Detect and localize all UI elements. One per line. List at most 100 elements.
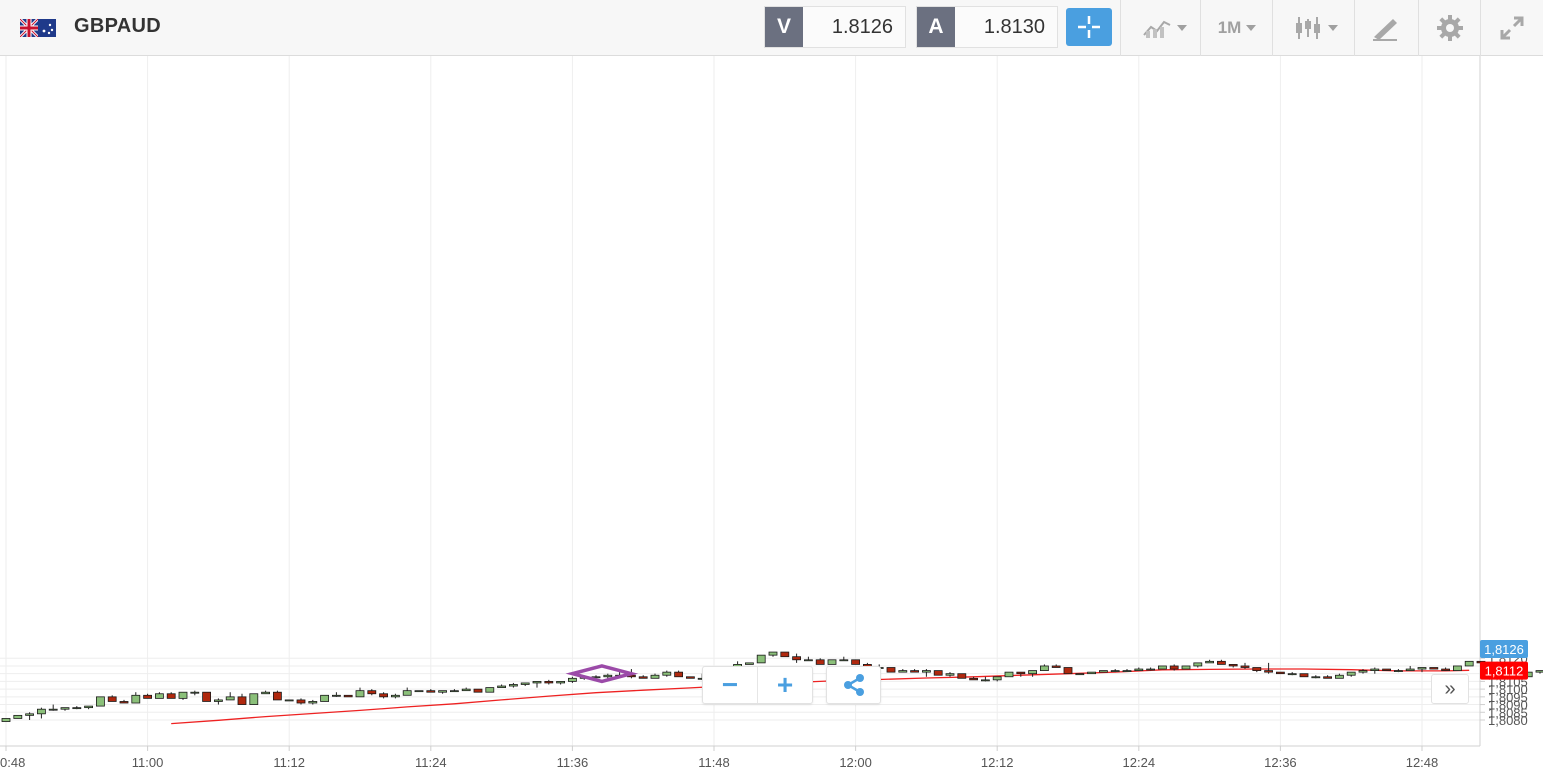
candle <box>886 667 896 673</box>
candle <box>1205 659 1214 664</box>
price-tick-label: 1,8100 <box>1488 682 1528 697</box>
candle-body <box>390 694 400 698</box>
toolbar-divider <box>1120 0 1121 56</box>
timeframe-dropdown[interactable]: 1M <box>1208 8 1266 48</box>
candle-body <box>107 696 117 702</box>
candle-body <box>556 681 565 684</box>
price-chart[interactable]: 1,80801,80851,80901,80951,81001,81051,81… <box>0 56 1543 782</box>
candle <box>1252 667 1262 673</box>
time-tick-label: 12:48 <box>1406 755 1439 770</box>
candle <box>981 676 990 682</box>
candle <box>1394 669 1403 673</box>
candle-body <box>166 693 176 699</box>
chart-background <box>0 56 1543 782</box>
settings-button[interactable] <box>1428 8 1472 48</box>
candle-body <box>1358 670 1368 673</box>
candle <box>249 693 259 705</box>
candle-body <box>13 714 23 719</box>
price-tag-box <box>1480 639 1528 658</box>
candle-body <box>1016 671 1026 675</box>
candle <box>48 704 58 711</box>
sell-quote-button[interactable]: V 1.8126 <box>764 6 906 48</box>
candle <box>520 682 530 687</box>
candle-body <box>804 659 813 662</box>
candle <box>1110 669 1120 673</box>
chart-type-dropdown[interactable] <box>1284 8 1346 48</box>
candle <box>1287 672 1297 676</box>
indicators-icon <box>1142 20 1170 38</box>
candle <box>343 694 353 698</box>
candle-body <box>261 691 271 695</box>
candle-body <box>37 708 46 715</box>
candle-body <box>449 690 459 693</box>
price-tick-label: 1,8095 <box>1488 690 1528 705</box>
candle <box>107 695 117 702</box>
drawing-tools-button[interactable] <box>1362 8 1408 48</box>
time-axis-labels: 0:48 11:00 11:12 11:24 11:36 11:48 12:00 12:12 1… <box>0 746 1438 770</box>
candle <box>827 659 837 665</box>
crosshair-button[interactable] <box>1066 8 1112 46</box>
candle <box>1299 673 1309 678</box>
candle <box>308 699 318 705</box>
candle <box>1441 667 1450 671</box>
candle <box>84 705 93 710</box>
candle-body <box>154 693 164 699</box>
candle-body <box>1276 671 1285 675</box>
candle <box>25 712 35 720</box>
candle-body <box>745 662 754 665</box>
buy-quote-button[interactable]: A 1.8130 <box>916 6 1058 48</box>
candle-body <box>473 688 483 693</box>
candle-body <box>756 654 766 664</box>
candle-body <box>414 690 424 693</box>
candle <box>1087 671 1096 675</box>
candle-body <box>284 699 294 702</box>
candle-body <box>237 696 247 705</box>
scroll-right-button[interactable]: » <box>1431 674 1469 704</box>
zoom-in-button[interactable]: + <box>758 667 812 703</box>
candle-body <box>957 673 967 679</box>
candle-body <box>131 694 141 704</box>
toolbar-divider <box>1272 0 1273 56</box>
candle-body <box>1323 676 1332 679</box>
candle-body <box>308 701 318 704</box>
candle <box>1016 671 1026 677</box>
sell-label: V <box>765 7 803 47</box>
crosshair-icon <box>1078 16 1100 38</box>
candle <box>13 714 23 719</box>
zoom-out-button[interactable]: − <box>703 667 757 703</box>
candle-body <box>143 694 153 699</box>
time-tick-label: 12:24 <box>1123 755 1156 770</box>
candle-body <box>1028 670 1037 675</box>
candle-body <box>1405 668 1415 671</box>
candle <box>532 681 542 688</box>
candle-body <box>532 681 542 684</box>
candle-body <box>1110 670 1120 672</box>
candle <box>402 687 412 696</box>
candle <box>1335 673 1344 679</box>
candle <box>225 692 235 701</box>
candle <box>1464 660 1474 667</box>
candle <box>296 698 306 705</box>
candle-body <box>178 691 188 699</box>
candle-body <box>520 682 530 685</box>
indicators-button[interactable] <box>1134 8 1194 48</box>
candle <box>1122 669 1132 672</box>
candle <box>1134 667 1144 671</box>
fullscreen-button[interactable] <box>1490 8 1534 48</box>
candle <box>1240 662 1250 670</box>
candle-body <box>1193 662 1203 667</box>
candle-body <box>839 659 849 662</box>
candle <box>1051 664 1061 668</box>
candle <box>1193 662 1203 668</box>
candle-body <box>1 718 11 722</box>
candle <box>1063 667 1073 675</box>
candle-body <box>1217 660 1226 665</box>
candle-body <box>1205 660 1214 664</box>
share-button[interactable] <box>826 666 881 704</box>
candle-body <box>296 699 306 704</box>
candle <box>320 694 330 702</box>
candle-body <box>992 676 1002 681</box>
toolbar-divider <box>1480 0 1481 56</box>
candle <box>426 689 436 693</box>
candle <box>497 684 507 688</box>
